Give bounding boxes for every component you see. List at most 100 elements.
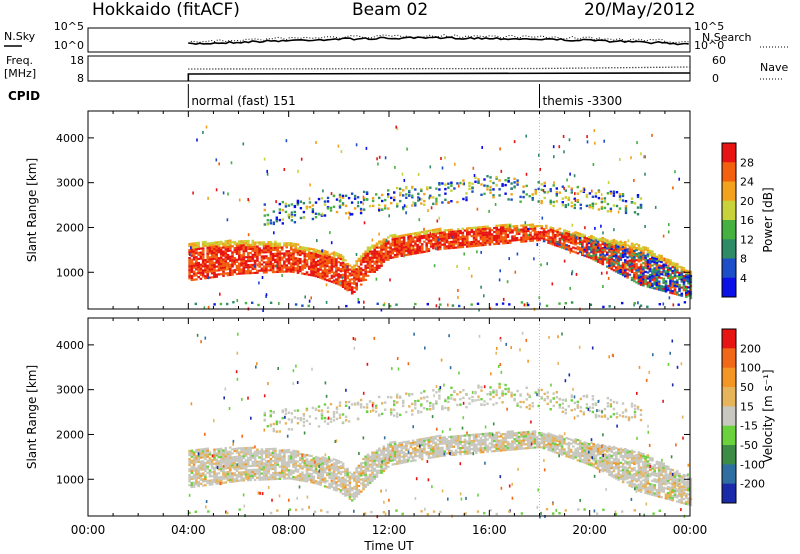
- echo-cell: [290, 211, 294, 214]
- echo-cell: [359, 267, 363, 270]
- echo-cell: [391, 256, 395, 259]
- echo-cell: [323, 252, 327, 255]
- echo-cell: [348, 471, 352, 474]
- echo-cell: [517, 443, 521, 446]
- echo-cell: [210, 264, 214, 267]
- echo-cell: [344, 484, 347, 487]
- echo-cell: [499, 240, 503, 243]
- echo-cell: [292, 477, 295, 481]
- echo-cell: [256, 476, 259, 479]
- echo-cell: [210, 243, 214, 247]
- echo-cell: [479, 244, 483, 247]
- echo-cell: [606, 239, 609, 242]
- echo-cell: [522, 447, 525, 450]
- echo-cell: [204, 457, 207, 461]
- echo-cell: [312, 258, 316, 261]
- echo-cell: [192, 469, 196, 472]
- echo-cell: [238, 467, 241, 470]
- echo-cell: [601, 249, 605, 252]
- echo-cell: [606, 271, 608, 275]
- echo-cell: [332, 259, 336, 262]
- echo-cell: [669, 263, 672, 266]
- echo-cell: [267, 478, 270, 481]
- echo-cell: [458, 184, 460, 188]
- echo-cell: [624, 265, 627, 268]
- echo-cell: [393, 463, 397, 466]
- echo-cell: [666, 258, 670, 261]
- echo-cell: [452, 445, 456, 448]
- echo-cell: [299, 247, 302, 251]
- echo-cell: [302, 202, 306, 205]
- echo-cell: [244, 242, 248, 245]
- echo-cell: [463, 252, 465, 256]
- echo-cell: [612, 247, 616, 250]
- echo-cell: [299, 251, 302, 255]
- echo-cell: [258, 450, 261, 453]
- echo-cell: [633, 255, 636, 259]
- echo-cell: [436, 443, 440, 446]
- echo-cell: [420, 202, 423, 205]
- echo-cell: [615, 248, 618, 251]
- echo-cell: [353, 270, 356, 273]
- echo-cell: [350, 292, 354, 295]
- echo-cell: [495, 441, 498, 444]
- echo-cell: [560, 244, 564, 247]
- echo-cell: [461, 237, 465, 240]
- echo-cell: [678, 285, 681, 289]
- echo-cell: [280, 268, 284, 271]
- echo-cell: [362, 190, 366, 194]
- echo-cell: [323, 467, 327, 470]
- echo-cell: [671, 292, 674, 295]
- echo-cell: [355, 253, 358, 256]
- echo-cell: [292, 457, 295, 460]
- echo-cell: [308, 267, 311, 270]
- echo-cell: [624, 273, 627, 276]
- echo-cell: [391, 240, 395, 243]
- echo-cell: [285, 461, 288, 464]
- echo-cell: [190, 455, 194, 458]
- echo-cell: [646, 255, 650, 258]
- echo-cell: [490, 450, 494, 453]
- echo-cell: [468, 245, 471, 248]
- echo-cell: [617, 255, 620, 258]
- echo-cell: [489, 180, 492, 183]
- echo-cell: [396, 239, 399, 242]
- echo-cell: [199, 464, 203, 467]
- echo-cell: [235, 455, 239, 458]
- echo-cell: [676, 291, 679, 294]
- echo-cell: [551, 237, 555, 240]
- noise-tick-right-bottom: 10^0: [694, 39, 724, 52]
- echo-cell: [673, 264, 677, 267]
- echo-cell: [648, 274, 652, 277]
- echo-cell: [192, 244, 196, 247]
- echo-cell: [481, 449, 485, 452]
- echo-cell: [484, 438, 487, 441]
- echo-cell: [402, 238, 406, 241]
- echo-cell: [210, 266, 214, 269]
- echo-cell: [344, 492, 347, 495]
- echo-cell: [364, 260, 367, 263]
- echo-cell: [242, 254, 246, 257]
- echo-cell: [517, 445, 521, 448]
- echo-cell: [353, 280, 356, 283]
- noise-tick-right-top: 10^5: [694, 20, 724, 33]
- echo-cell: [506, 241, 510, 244]
- echo-cell: [287, 250, 291, 253]
- echo-cell: [552, 145, 555, 149]
- echo-cell: [445, 233, 449, 236]
- echo-cell: [516, 183, 519, 186]
- echo-cell: [486, 239, 489, 242]
- echo-cell: [344, 212, 348, 215]
- echo-cell: [529, 231, 532, 234]
- echo-cell: [527, 227, 530, 231]
- echo-cell: [287, 244, 291, 247]
- echo-cell: [514, 270, 517, 274]
- echo-cell: [420, 243, 424, 246]
- echo-cell: [588, 206, 592, 209]
- echo-cell: [283, 256, 286, 259]
- echo-cell: [603, 197, 607, 200]
- echo-cell: [206, 272, 209, 275]
- echo-cell: [502, 437, 505, 440]
- echo-cell: [603, 242, 607, 245]
- echo-cell: [323, 254, 327, 257]
